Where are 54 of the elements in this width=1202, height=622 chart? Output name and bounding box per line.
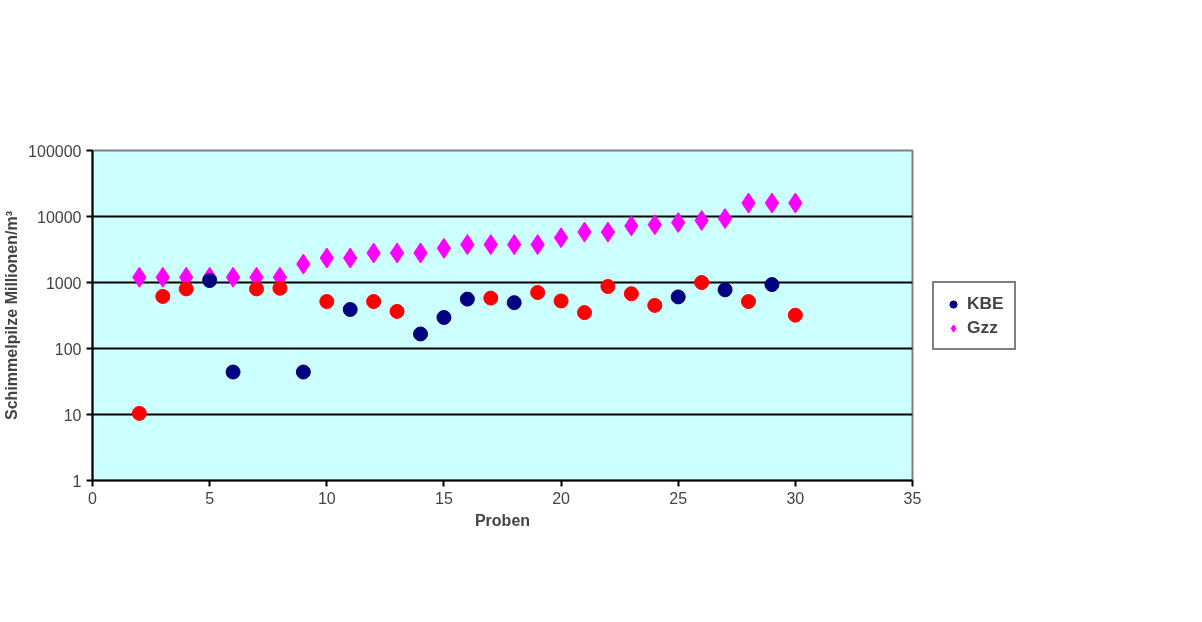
point [787, 307, 803, 323]
point [694, 275, 710, 290]
point [436, 310, 452, 325]
point [623, 286, 639, 302]
y-tick-label: 100 [54, 340, 82, 358]
point [553, 293, 569, 309]
point [764, 277, 780, 293]
point [741, 294, 756, 310]
point [600, 279, 616, 294]
x-tick-label: 10 [317, 489, 336, 507]
point [366, 294, 382, 310]
point [389, 242, 405, 264]
point [436, 237, 452, 259]
point [389, 303, 405, 319]
legend-label: Gzz [967, 317, 998, 338]
y-tick-label: 1 [72, 472, 82, 490]
point [295, 364, 311, 380]
point [342, 302, 358, 317]
point [506, 295, 522, 311]
x-tick-label: 0 [88, 489, 98, 507]
point [249, 281, 264, 297]
point [717, 282, 733, 298]
y-tick-label: 1000 [45, 274, 82, 292]
point [764, 192, 780, 214]
x-tick-label: 15 [435, 489, 453, 507]
x-tick-label: 30 [786, 489, 805, 507]
legend-label: KBE [967, 293, 1004, 314]
point [131, 405, 147, 421]
point [530, 285, 546, 301]
y-tick-label: 10000 [37, 208, 82, 226]
y-tick-label: 10 [63, 406, 82, 424]
x-axis-title: Proben [474, 511, 531, 529]
x-tick-label: 25 [669, 489, 688, 507]
point [155, 288, 171, 304]
y-tick-label: 100000 [28, 142, 82, 160]
point [717, 208, 733, 230]
point [600, 221, 616, 243]
point [413, 326, 428, 342]
point [670, 289, 686, 305]
x-tick-label: 35 [903, 489, 922, 507]
point [272, 280, 288, 296]
point [319, 294, 335, 310]
x-tick-label: 20 [552, 489, 571, 507]
point [225, 266, 241, 288]
x-tick-label: 5 [205, 489, 215, 507]
point [577, 305, 592, 321]
point [483, 290, 499, 306]
point [647, 297, 663, 313]
point [459, 291, 475, 307]
point [178, 281, 194, 297]
point [202, 273, 218, 289]
point [225, 364, 241, 380]
y-axis-title: Schimmelpilze Millionen/m³ [3, 211, 21, 420]
point [553, 227, 569, 249]
